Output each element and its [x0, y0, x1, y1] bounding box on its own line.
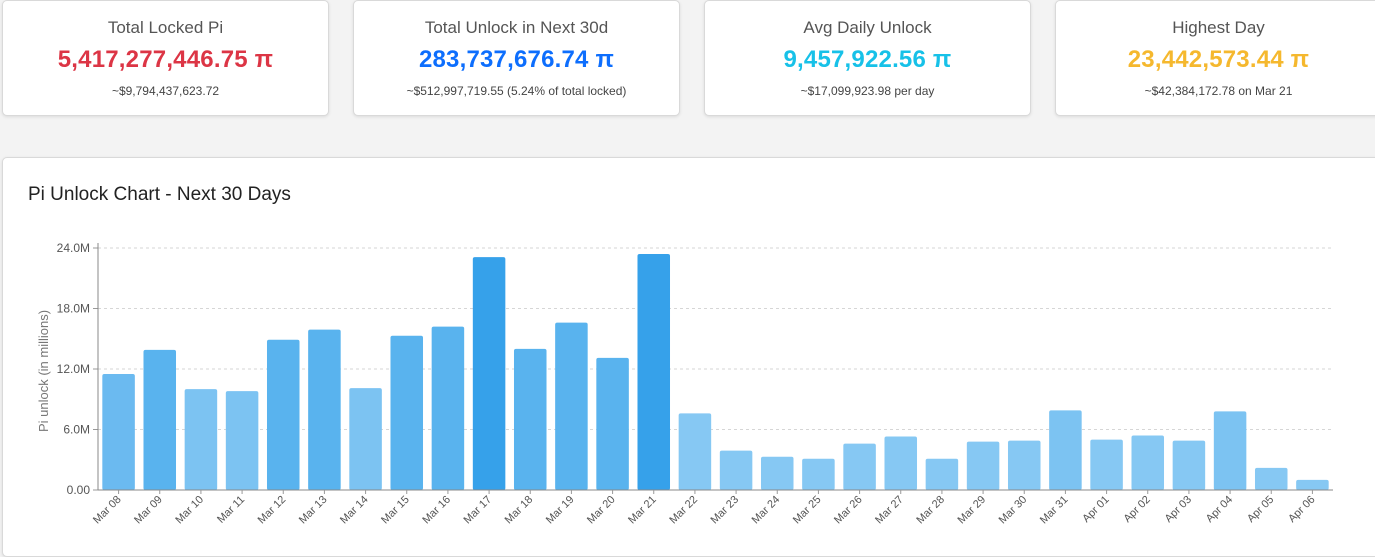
x-tick-label: Mar 27: [873, 494, 906, 527]
stat-card-subtext: ~$512,997,719.55 (5.24% of total locked): [406, 84, 627, 98]
y-tick-label: 6.0M: [63, 423, 90, 437]
stat-card-subtext: ~$42,384,172.78 on Mar 21: [1144, 84, 1293, 98]
bar: [966, 441, 1000, 490]
y-axis-title: Pi unlock (in millions): [36, 310, 51, 432]
bar: [225, 391, 259, 490]
bar: [925, 458, 959, 490]
stat-card-value: 5,417,277,446.75 π: [57, 46, 274, 73]
x-tick-label: Mar 12: [256, 494, 289, 527]
stat-card-title: Avg Daily Unlock: [803, 18, 932, 37]
bar: [1049, 410, 1082, 490]
x-tick-label: Mar 29: [956, 494, 989, 527]
x-tick-label: Mar 26: [832, 494, 865, 527]
stat-card-subtext: ~$17,099,923.98 per day: [800, 84, 935, 98]
stat-card-avg-daily-unlock: Avg Daily Unlock 9,457,922.56 π ~$17,099…: [704, 0, 1031, 116]
bar: [308, 329, 341, 490]
stat-card-total-locked: Total Locked Pi 5,417,277,446.75 π ~$9,7…: [2, 0, 329, 116]
chart-title: Pi Unlock Chart - Next 30 Days: [28, 184, 291, 205]
bar: [266, 339, 300, 490]
bar: [1213, 411, 1247, 490]
x-tick-label: Mar 19: [544, 494, 577, 527]
y-tick-label: 12.0M: [57, 362, 90, 376]
x-tick-label: Mar 15: [379, 494, 412, 527]
bar: [431, 326, 465, 490]
x-tick-label: Apr 01: [1080, 494, 1111, 525]
x-tick-label: Mar 16: [420, 494, 453, 527]
x-tick-label: Apr 06: [1286, 494, 1317, 525]
y-tick-label: 0.00: [67, 483, 91, 497]
stat-card-value: 283,737,676.74 π: [418, 46, 615, 73]
bar: [1131, 435, 1165, 490]
bar: [1254, 467, 1288, 490]
bar: [678, 413, 712, 490]
x-tick-label: Mar 08: [91, 494, 124, 527]
bar: [843, 443, 876, 490]
x-tick-label: Mar 28: [914, 494, 947, 527]
x-tick-label: Mar 14: [338, 494, 371, 527]
x-tick-label: Mar 22: [667, 494, 700, 527]
bar: [390, 335, 424, 490]
stat-card-title: Highest Day: [1172, 18, 1265, 37]
bar: [802, 458, 835, 490]
x-tick-label: Apr 04: [1204, 494, 1235, 525]
x-tick-label: Mar 13: [297, 494, 330, 527]
x-tick-label: Mar 11: [215, 494, 247, 526]
stat-card-total-unlock-30d: Total Unlock in Next 30d 283,737,676.74 …: [353, 0, 680, 116]
bar: [719, 450, 753, 490]
stat-card-value: 9,457,922.56 π: [783, 46, 952, 73]
stat-card-title: Total Unlock in Next 30d: [424, 18, 609, 37]
bar: [102, 374, 135, 490]
x-tick-label: Mar 31: [1038, 494, 1071, 527]
x-tick-label: Mar 24: [750, 494, 783, 527]
bar: [637, 254, 671, 490]
x-tick-label: Mar 25: [791, 494, 824, 527]
x-tick-label: Mar 20: [585, 494, 618, 527]
x-tick-label: Apr 02: [1121, 494, 1152, 525]
y-tick-label: 24.0M: [57, 241, 90, 255]
x-tick-label: Mar 21: [626, 494, 659, 527]
bar: [1090, 439, 1123, 490]
bar: [1296, 479, 1329, 490]
x-tick-label: Mar 18: [503, 494, 536, 527]
x-tick-label: Apr 05: [1245, 494, 1276, 525]
x-tick-label: Mar 30: [997, 494, 1030, 527]
bar: [555, 322, 588, 490]
stat-card-subtext: ~$9,794,437,623.72: [111, 84, 220, 98]
bar: [1007, 440, 1041, 490]
x-tick-label: Mar 17: [462, 494, 495, 527]
bar: [472, 257, 506, 490]
bar: [1172, 440, 1206, 490]
bar: [513, 348, 547, 490]
bar: [349, 388, 382, 490]
x-tick-label: Mar 09: [132, 494, 165, 527]
bar: [884, 436, 918, 490]
stat-card-value: 23,442,573.44 π: [1127, 46, 1310, 73]
bar: [760, 456, 794, 490]
x-tick-label: Apr 03: [1163, 494, 1194, 525]
x-tick-label: Mar 10: [173, 494, 206, 527]
bar: [596, 357, 629, 490]
bar: [143, 349, 177, 490]
bar: [184, 389, 218, 490]
stat-card-highest-day: Highest Day 23,442,573.44 π ~$42,384,172…: [1055, 0, 1375, 116]
x-tick-label: Mar 23: [709, 494, 742, 527]
y-tick-label: 18.0M: [57, 302, 90, 316]
stat-card-title: Total Locked Pi: [107, 18, 224, 37]
